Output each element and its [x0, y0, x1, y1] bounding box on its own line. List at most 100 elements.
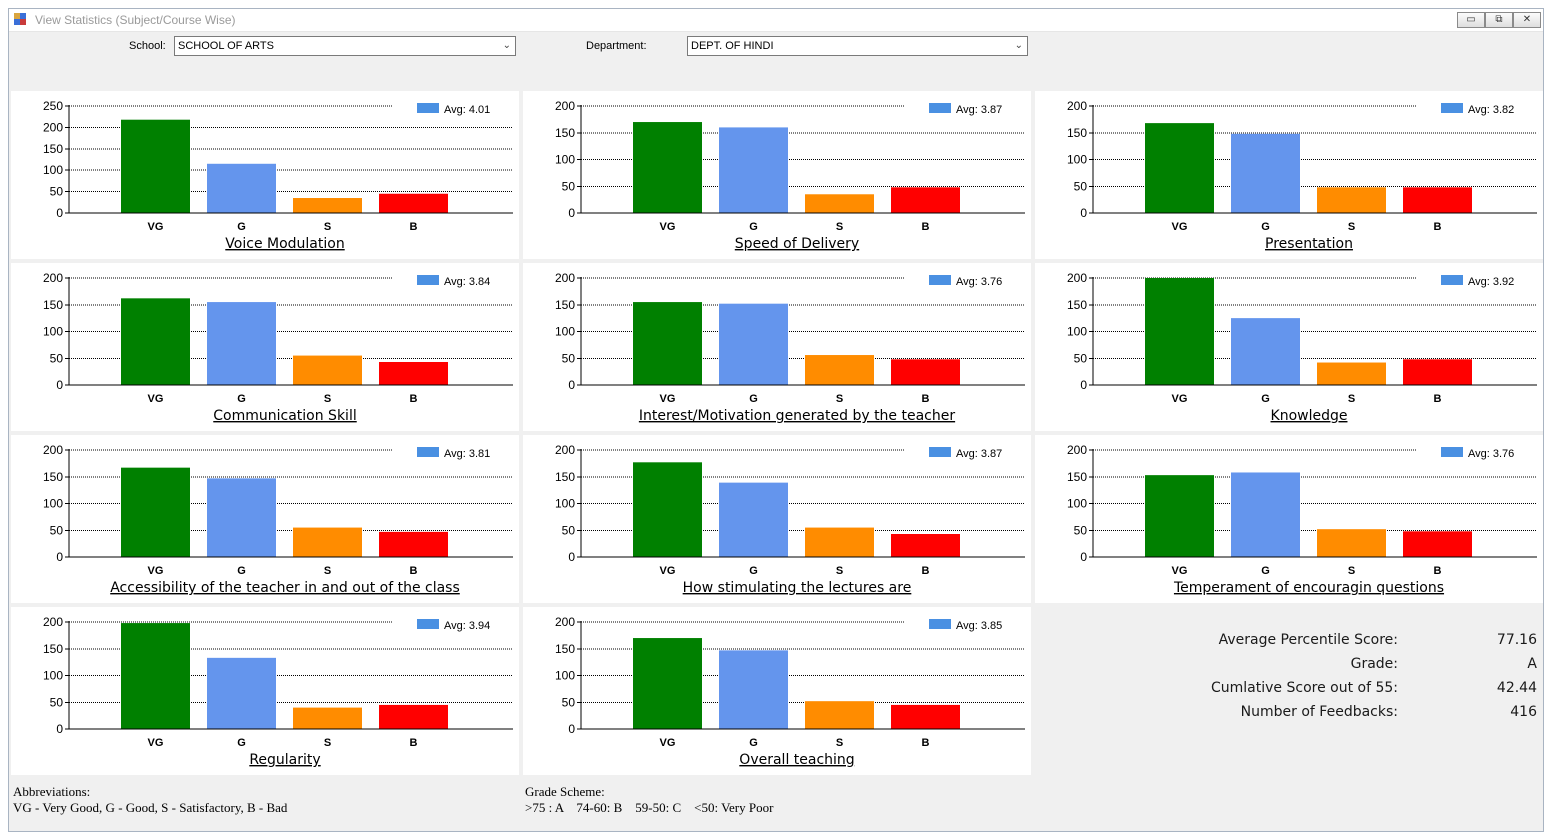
legend-label: Avg: 3.81	[444, 448, 490, 460]
y-tick-label: 200	[43, 271, 63, 285]
chart-panel: 0 50 100 150 200 VG G S B Avg: 3.94 Regularity	[11, 607, 519, 775]
y-tick-label: 250	[43, 99, 63, 113]
department-label: Department:	[586, 40, 647, 52]
y-tick-label: 200	[555, 443, 575, 457]
bar-s	[1317, 529, 1386, 557]
bar-b	[891, 359, 960, 385]
department-combobox[interactable]: DEPT. OF HINDI ⌄	[687, 36, 1028, 56]
x-tick-label: S	[324, 393, 331, 405]
feedbacks-value: 416	[1510, 704, 1537, 720]
legend-label: Avg: 4.01	[444, 104, 490, 116]
bar-chart: 0 50 100 150 200 VG G S B Avg: 3.76 Temperament of…	[1067, 443, 1537, 596]
bar-b	[379, 704, 448, 729]
y-tick-label: 150	[43, 642, 63, 656]
avg-percentile-label: Average Percentile Score:	[1218, 632, 1398, 648]
bar-b	[1403, 531, 1472, 557]
legend-swatch	[1441, 103, 1463, 113]
legend-swatch	[929, 275, 951, 285]
bar-g	[207, 163, 276, 213]
avg-percentile-row: Average Percentile Score: 77.16	[1033, 632, 1543, 654]
bar-s	[293, 355, 362, 385]
y-tick-label: 50	[562, 695, 576, 709]
y-tick-label: 100	[555, 325, 575, 339]
y-tick-label: 50	[562, 179, 576, 193]
bar-s	[293, 527, 362, 557]
y-tick-label: 50	[562, 523, 576, 537]
legend-label: Avg: 3.92	[1468, 276, 1514, 288]
y-tick-label: 150	[1067, 126, 1087, 140]
app-icon	[14, 13, 26, 25]
chevron-down-icon[interactable]: ⌄	[1014, 40, 1023, 51]
bar-s	[805, 527, 874, 557]
bar-chart: 0 50 100 150 200 VG G S B Avg: 3.82 Presentation	[1067, 99, 1537, 252]
x-tick-label: S	[1348, 393, 1355, 405]
x-tick-label: VG	[148, 737, 164, 749]
y-tick-label: 0	[56, 550, 63, 564]
legend-swatch	[417, 447, 439, 457]
bar-g	[207, 657, 276, 729]
chart-panel: 0 50 100 150 200 250 VG G S B Avg: 4.01 Voice Modul…	[11, 91, 519, 259]
x-tick-label: B	[410, 565, 418, 577]
bar-g	[719, 482, 788, 557]
minimize-button[interactable]: ▭	[1457, 12, 1485, 28]
bar-b	[891, 187, 960, 213]
x-tick-label: S	[324, 565, 331, 577]
x-tick-label: VG	[148, 221, 164, 233]
bar-vg	[121, 119, 190, 213]
y-tick-label: 200	[43, 120, 63, 134]
x-tick-label: G	[749, 737, 758, 749]
chart-title: Interest/Motivation generated by the tea…	[639, 408, 955, 424]
bar-s	[1317, 187, 1386, 213]
y-tick-label: 200	[555, 271, 575, 285]
bar-g	[719, 650, 788, 729]
school-combobox-value: SCHOOL OF ARTS	[178, 40, 274, 52]
chart-panel: 0 50 100 150 200 VG G S B Avg: 3.76 Interest/Motiv…	[523, 263, 1031, 431]
y-tick-label: 0	[1080, 378, 1087, 392]
bar-b	[1403, 359, 1472, 385]
chart-title: Regularity	[249, 752, 320, 768]
grade-value: A	[1527, 656, 1537, 672]
bar-chart: 0 50 100 150 200 250 VG G S B Avg: 4.01 Voice Modul…	[43, 99, 513, 252]
chevron-down-icon[interactable]: ⌄	[502, 40, 511, 51]
school-combobox[interactable]: SCHOOL OF ARTS ⌄	[174, 36, 516, 56]
bar-chart: 0 50 100 150 200 VG G S B Avg: 3.76 Interest/Motiv…	[555, 271, 1025, 424]
x-tick-label: S	[1348, 565, 1355, 577]
y-tick-label: 100	[43, 325, 63, 339]
x-tick-label: VG	[1172, 221, 1188, 233]
y-tick-label: 0	[56, 378, 63, 392]
x-tick-label: B	[1434, 221, 1442, 233]
bar-chart: 0 50 100 150 200 VG G S B Avg: 3.87 How stimulatin…	[555, 443, 1025, 596]
bar-vg	[1145, 278, 1214, 385]
y-tick-label: 0	[568, 722, 575, 736]
legend-swatch	[929, 103, 951, 113]
bar-chart: 0 50 100 150 200 VG G S B Avg: 3.84 Communication …	[43, 271, 513, 424]
y-tick-label: 100	[43, 497, 63, 511]
chart-title: Communication Skill	[213, 408, 356, 424]
chart-panel: 0 50 100 150 200 VG G S B Avg: 3.76 Temperament of…	[1035, 435, 1543, 603]
bar-vg	[121, 623, 190, 729]
bar-vg	[1145, 123, 1214, 213]
y-tick-label: 200	[1067, 271, 1087, 285]
avg-percentile-value: 77.16	[1496, 632, 1537, 648]
cumulative-row: Cumlative Score out of 55: 42.44	[1033, 680, 1543, 702]
bar-s	[805, 194, 874, 213]
restore-button[interactable]: ⧉	[1485, 12, 1513, 28]
y-tick-label: 150	[555, 298, 575, 312]
bar-b	[891, 533, 960, 557]
legend-label: Avg: 3.87	[956, 448, 1002, 460]
legend-swatch	[417, 275, 439, 285]
y-tick-label: 150	[555, 126, 575, 140]
y-tick-label: 50	[562, 351, 576, 365]
bar-s	[805, 701, 874, 729]
chart-title: Overall teaching	[739, 752, 854, 768]
legend-swatch	[929, 619, 951, 629]
legend-label: Avg: 3.84	[444, 276, 490, 288]
grade-scheme-text: >75 : A 74-60: B 59-50: C <50: Very Poor	[525, 800, 774, 815]
y-tick-label: 50	[50, 185, 64, 199]
close-button[interactable]: ✕	[1513, 12, 1541, 28]
y-tick-label: 150	[555, 642, 575, 656]
y-tick-label: 200	[43, 615, 63, 629]
y-tick-label: 150	[555, 470, 575, 484]
bar-g	[1231, 472, 1300, 557]
legend-label: Avg: 3.82	[1468, 104, 1514, 116]
